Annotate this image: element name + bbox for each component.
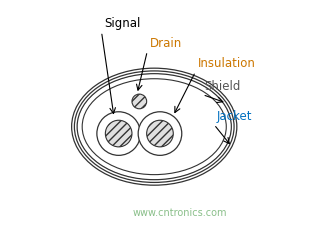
- Circle shape: [132, 94, 146, 109]
- Text: Insulation: Insulation: [198, 58, 256, 70]
- Text: Shield: Shield: [205, 80, 241, 93]
- Circle shape: [106, 120, 132, 147]
- Text: Drain: Drain: [150, 37, 182, 50]
- Ellipse shape: [78, 75, 230, 179]
- Text: Signal: Signal: [104, 17, 140, 30]
- Text: Jacket: Jacket: [216, 110, 252, 123]
- Circle shape: [146, 120, 173, 147]
- Circle shape: [97, 112, 140, 155]
- Circle shape: [138, 112, 182, 155]
- Text: www.cntronics.com: www.cntronics.com: [132, 208, 227, 219]
